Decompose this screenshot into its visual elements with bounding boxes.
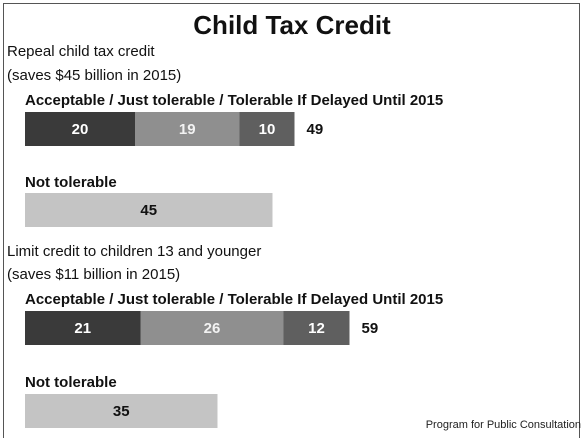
proposal-2-line2: (saves $11 billion in 2015) — [7, 266, 180, 283]
proposal-2-acceptable-header: Acceptable / Just tolerable / Tolerable … — [25, 291, 443, 308]
proposal-1-not-tolerable-header: Not tolerable — [25, 174, 117, 191]
proposal-2-total-tolerable-value: 59 — [362, 320, 379, 337]
proposal-1-total-tolerable-value: 49 — [307, 121, 324, 138]
proposal-2-not-tolerable-value: 35 — [113, 403, 130, 420]
proposal-1-not-tolerable-bar: 45 — [25, 193, 273, 227]
proposal-1-tolerable-if-delayed-value: 10 — [259, 121, 276, 138]
proposal-2-acceptable-value: 21 — [74, 320, 91, 337]
proposal-2-tolerable-if-delayed-segment — [283, 311, 350, 345]
proposal-1-acceptable-segment — [25, 112, 135, 146]
proposal-2-just-tolerable-value: 26 — [204, 320, 221, 337]
proposal-2-tolerable-if-delayed-value: 12 — [308, 320, 325, 337]
proposal-2-stacked-bar: 21 26 12 59 — [25, 311, 378, 345]
proposal-1-line2: (saves $45 billion in 2015) — [7, 67, 181, 84]
proposal-2-acceptable-segment — [25, 311, 141, 345]
proposal-1-stacked-bar: 20 19 10 49 — [25, 112, 323, 146]
proposal-2-not-tolerable-segment — [25, 394, 218, 428]
source-note: Program for Public Consultation — [426, 419, 581, 431]
proposal-2-not-tolerable-bar: 35 — [25, 394, 218, 428]
proposal-2-not-tolerable-header: Not tolerable — [25, 374, 117, 391]
proposal-1-not-tolerable-segment — [25, 193, 273, 227]
proposal-1-acceptable-value: 20 — [72, 121, 89, 138]
proposal-1-line1: Repeal child tax credit — [7, 43, 155, 60]
proposal-2-just-tolerable-segment — [140, 311, 284, 345]
proposal-1-not-tolerable-value: 45 — [140, 202, 157, 219]
proposal-2-line1: Limit credit to children 13 and younger — [7, 243, 261, 260]
proposal-1-acceptable-header: Acceptable / Just tolerable / Tolerable … — [25, 92, 443, 109]
proposal-1-just-tolerable-segment — [135, 112, 240, 146]
proposal-1-just-tolerable-value: 19 — [179, 121, 196, 138]
proposal-1-tolerable-if-delayed-segment — [239, 112, 295, 146]
chart-title: Child Tax Credit — [193, 10, 391, 40]
